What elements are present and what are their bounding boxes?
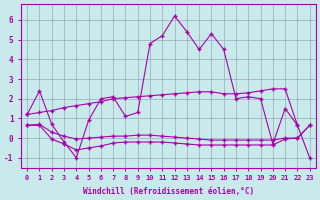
X-axis label: Windchill (Refroidissement éolien,°C): Windchill (Refroidissement éolien,°C) (83, 187, 254, 196)
